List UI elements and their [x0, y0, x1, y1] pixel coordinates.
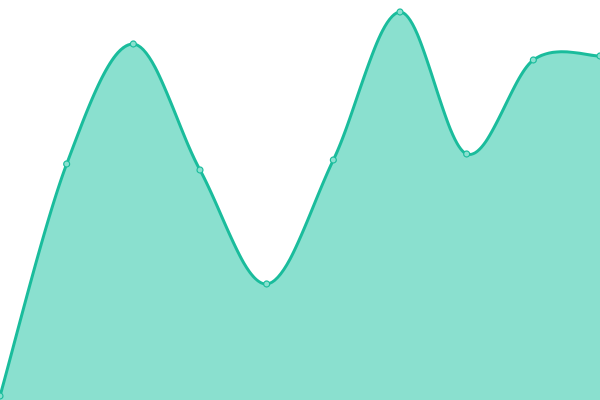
- data-point-6: [396, 8, 404, 16]
- data-point-0: [0, 392, 4, 400]
- data-point-2: [129, 40, 137, 48]
- data-point-1: [63, 160, 71, 168]
- series-line: [0, 10, 600, 397]
- area-fill: [0, 11, 600, 400]
- data-point-9: [596, 52, 600, 60]
- data-point-8: [529, 56, 537, 64]
- data-point-7: [463, 150, 471, 158]
- data-point-3: [196, 166, 204, 174]
- data-markers: [0, 8, 600, 400]
- data-point-4: [263, 280, 271, 288]
- data-point-5: [329, 156, 337, 164]
